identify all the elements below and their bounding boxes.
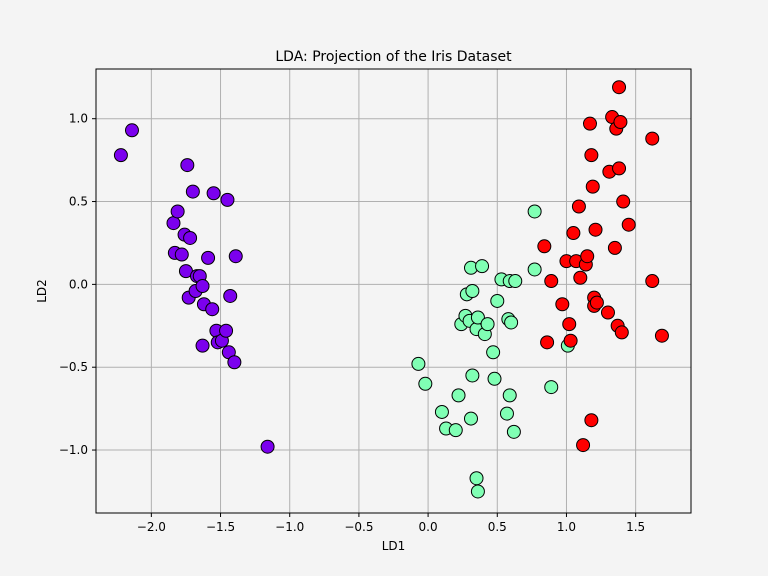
data-point-class-1	[480, 317, 495, 332]
y-tick-label: −0.5	[59, 360, 88, 374]
data-point-class-0	[174, 247, 189, 262]
data-point-class-0	[180, 158, 195, 173]
data-point-class-1	[527, 204, 542, 219]
data-point-class-2	[555, 297, 570, 312]
data-point-class-2	[576, 438, 591, 453]
data-points	[113, 80, 669, 499]
data-point-class-1	[470, 484, 485, 499]
data-point-class-0	[205, 302, 220, 317]
data-point-class-2	[573, 270, 588, 285]
data-point-class-1	[544, 380, 559, 395]
data-point-class-0	[220, 192, 235, 207]
data-point-class-2	[584, 148, 599, 163]
x-tick-label: 1.0	[557, 520, 576, 534]
x-tick-label: 0.0	[419, 520, 438, 534]
data-point-class-2	[612, 161, 627, 176]
data-point-class-1	[434, 404, 449, 419]
x-tick-label: −1.5	[206, 520, 235, 534]
data-point-class-1	[465, 284, 480, 298]
data-point-class-2	[537, 239, 552, 254]
data-point-class-0	[260, 439, 275, 454]
data-point-class-1	[487, 371, 502, 386]
data-point-class-0	[201, 250, 216, 265]
x-axis-label: LD1	[382, 539, 406, 553]
data-point-class-2	[614, 325, 629, 340]
data-point-class-1	[418, 376, 433, 391]
data-point-class-2	[645, 131, 660, 146]
data-point-class-2	[562, 317, 577, 332]
data-point-class-0	[223, 288, 238, 303]
data-point-class-1	[504, 315, 519, 330]
data-point-class-2	[612, 80, 627, 95]
data-point-class-0	[166, 216, 181, 231]
data-point-class-0	[124, 123, 139, 138]
data-point-class-2	[571, 199, 586, 214]
data-point-class-2	[563, 333, 578, 348]
data-point-class-1	[463, 411, 478, 426]
data-point-class-1	[470, 310, 485, 325]
x-tick-label: −1.0	[275, 520, 304, 534]
x-tick-label: −2.0	[137, 520, 166, 534]
y-tick-label: −1.0	[59, 443, 88, 457]
data-point-class-0	[170, 204, 185, 219]
data-point-class-2	[566, 226, 581, 241]
data-point-class-2	[645, 274, 660, 289]
data-point-class-0	[206, 186, 221, 201]
data-point-class-2	[616, 194, 631, 209]
data-point-class-1	[490, 293, 505, 308]
data-point-class-1	[469, 471, 484, 486]
data-point-class-1	[499, 406, 514, 421]
data-point-class-2	[544, 274, 559, 289]
data-point-class-2	[589, 295, 604, 310]
data-point-class-0	[195, 279, 210, 294]
data-point-class-2	[582, 116, 597, 131]
data-point-class-0	[227, 355, 242, 370]
x-tick-label: 1.5	[626, 520, 645, 534]
plot-border	[95, 68, 692, 514]
data-point-class-1	[506, 424, 521, 439]
y-tick-label: 0.0	[69, 277, 88, 291]
data-point-class-2	[540, 335, 555, 350]
data-point-class-2	[600, 305, 615, 320]
data-point-class-0	[185, 184, 200, 199]
data-point-class-2	[654, 328, 669, 343]
chart-title: LDA: Projection of the Iris Dataset	[275, 49, 512, 65]
plot-area	[95, 68, 692, 514]
data-point-class-1	[448, 423, 463, 438]
data-point-class-1	[475, 259, 490, 274]
data-point-class-2	[613, 115, 628, 130]
x-tick-label: 0.5	[488, 520, 507, 534]
data-point-class-1	[508, 274, 523, 289]
data-point-class-0	[195, 338, 210, 353]
data-point-class-0	[183, 230, 198, 245]
data-point-class-1	[411, 356, 426, 371]
data-point-class-0	[219, 323, 234, 338]
data-point-class-2	[588, 222, 603, 237]
axis-ticks: −2.0 −1.5 −1.0 −0.5 0.0 0.5 1.0 1.5 −1.0 −0.5 0.0 0…	[59, 112, 645, 534]
data-point-class-1	[451, 388, 466, 403]
data-point-class-2	[580, 249, 595, 264]
data-point-class-2	[621, 217, 636, 232]
y-tick-label: 1.0	[69, 112, 88, 126]
data-point-class-2	[585, 179, 600, 194]
data-point-class-1	[502, 388, 517, 403]
data-point-class-2	[607, 240, 622, 255]
data-point-class-1	[527, 262, 542, 277]
data-point-class-1	[486, 345, 501, 360]
data-point-class-0	[113, 148, 128, 163]
data-point-class-0	[228, 249, 243, 264]
x-tick-label: −0.5	[344, 520, 373, 534]
data-point-class-2	[584, 413, 599, 428]
y-axis-label: LD2	[35, 279, 49, 303]
y-tick-label: 0.5	[69, 195, 88, 209]
data-point-class-1	[465, 368, 480, 383]
